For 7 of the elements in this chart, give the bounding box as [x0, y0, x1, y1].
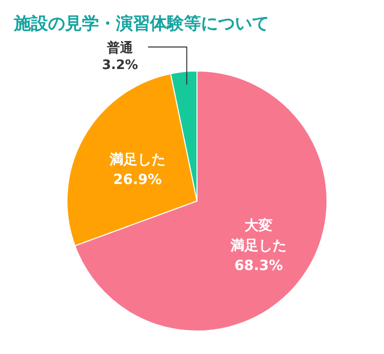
data-label: 68.3% — [234, 258, 283, 274]
slice-label: 普通 — [106, 40, 134, 56]
data-label: 3.2% — [102, 58, 138, 73]
slice-label: 満足した — [108, 152, 166, 168]
slice-label: 大変満足した — [230, 216, 287, 254]
chart-title: 施設の見学・演習体験等について — [14, 13, 269, 35]
data-label: 26.9% — [113, 172, 162, 188]
